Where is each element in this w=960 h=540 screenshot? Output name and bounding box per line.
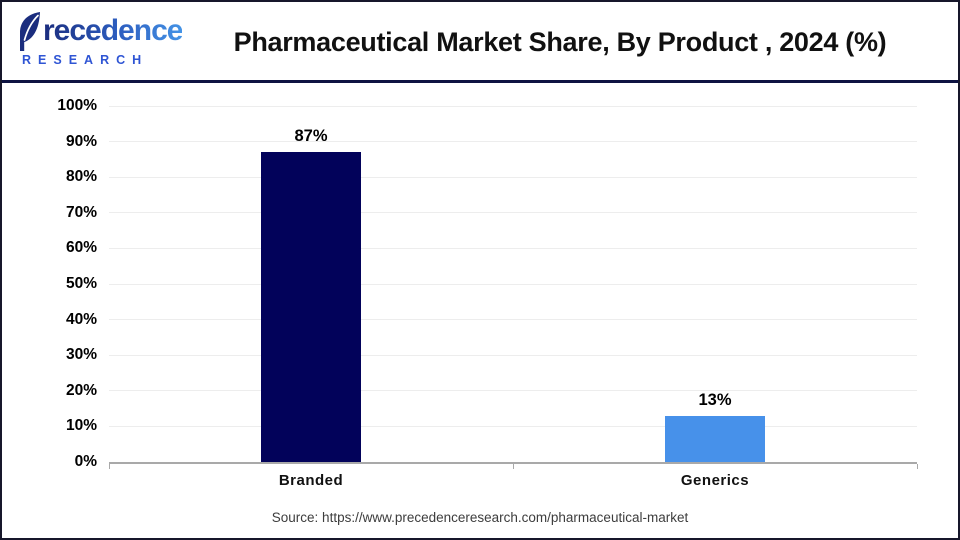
y-axis-tick-label: 30% bbox=[65, 346, 97, 364]
x-axis-tick bbox=[513, 464, 514, 469]
x-axis-category-label: Generics bbox=[680, 472, 750, 489]
chart-title: Pharmaceutical Market Share, By Product … bbox=[233, 27, 887, 57]
y-axis-tick-label: 90% bbox=[65, 132, 97, 150]
x-axis-category-label: Branded bbox=[278, 472, 344, 489]
x-axis-tick bbox=[917, 464, 918, 469]
precedence-research-logo: recedence RESEARCH bbox=[18, 11, 188, 67]
source-text: Source: https://www.precedenceresearch.c… bbox=[271, 510, 689, 525]
y-axis-tick-label: 80% bbox=[65, 168, 97, 186]
gridline bbox=[109, 176, 917, 178]
bar-chart: 0% 10% 20% 30% 40% 50% 60% 70% 80% 90% 100% 87% Bran… bbox=[2, 86, 958, 538]
y-axis-tick-label: 70% bbox=[65, 203, 97, 221]
y-axis-tick-label: 60% bbox=[65, 239, 97, 257]
gridline bbox=[109, 247, 917, 249]
logo-brand-text: recedence bbox=[43, 11, 183, 51]
bar-branded bbox=[261, 152, 361, 462]
logo-subtitle: RESEARCH bbox=[22, 53, 149, 67]
gridline bbox=[109, 425, 917, 427]
y-axis-tick-label: 0% bbox=[74, 453, 97, 470]
bar-value-label: 87% bbox=[294, 127, 328, 146]
bar-generics bbox=[665, 415, 765, 462]
bar-value-label: 13% bbox=[698, 390, 732, 409]
gridline bbox=[109, 354, 917, 356]
y-axis-tick-label: 20% bbox=[65, 381, 97, 399]
y-axis-tick-label: 10% bbox=[65, 417, 97, 435]
gridline bbox=[109, 319, 917, 321]
y-axis-tick-label: 40% bbox=[65, 310, 97, 328]
gridline bbox=[109, 141, 917, 143]
y-axis-tick-label: 50% bbox=[65, 275, 97, 292]
gridline bbox=[109, 283, 917, 285]
header: recedence RESEARCH Pharmaceutical Market… bbox=[2, 2, 958, 83]
gridline bbox=[109, 212, 917, 214]
gridline bbox=[109, 105, 917, 107]
plot-area: 0% 10% 20% 30% 40% 50% 60% 70% 80% 90% 100% 87% Bran… bbox=[2, 86, 958, 538]
leaf-p-icon bbox=[20, 12, 40, 51]
x-axis-line bbox=[109, 462, 917, 464]
logo-brand-row: recedence bbox=[18, 11, 188, 53]
x-axis-tick bbox=[109, 464, 110, 469]
gridline bbox=[109, 390, 917, 392]
y-axis-tick-label: 100% bbox=[57, 97, 97, 114]
